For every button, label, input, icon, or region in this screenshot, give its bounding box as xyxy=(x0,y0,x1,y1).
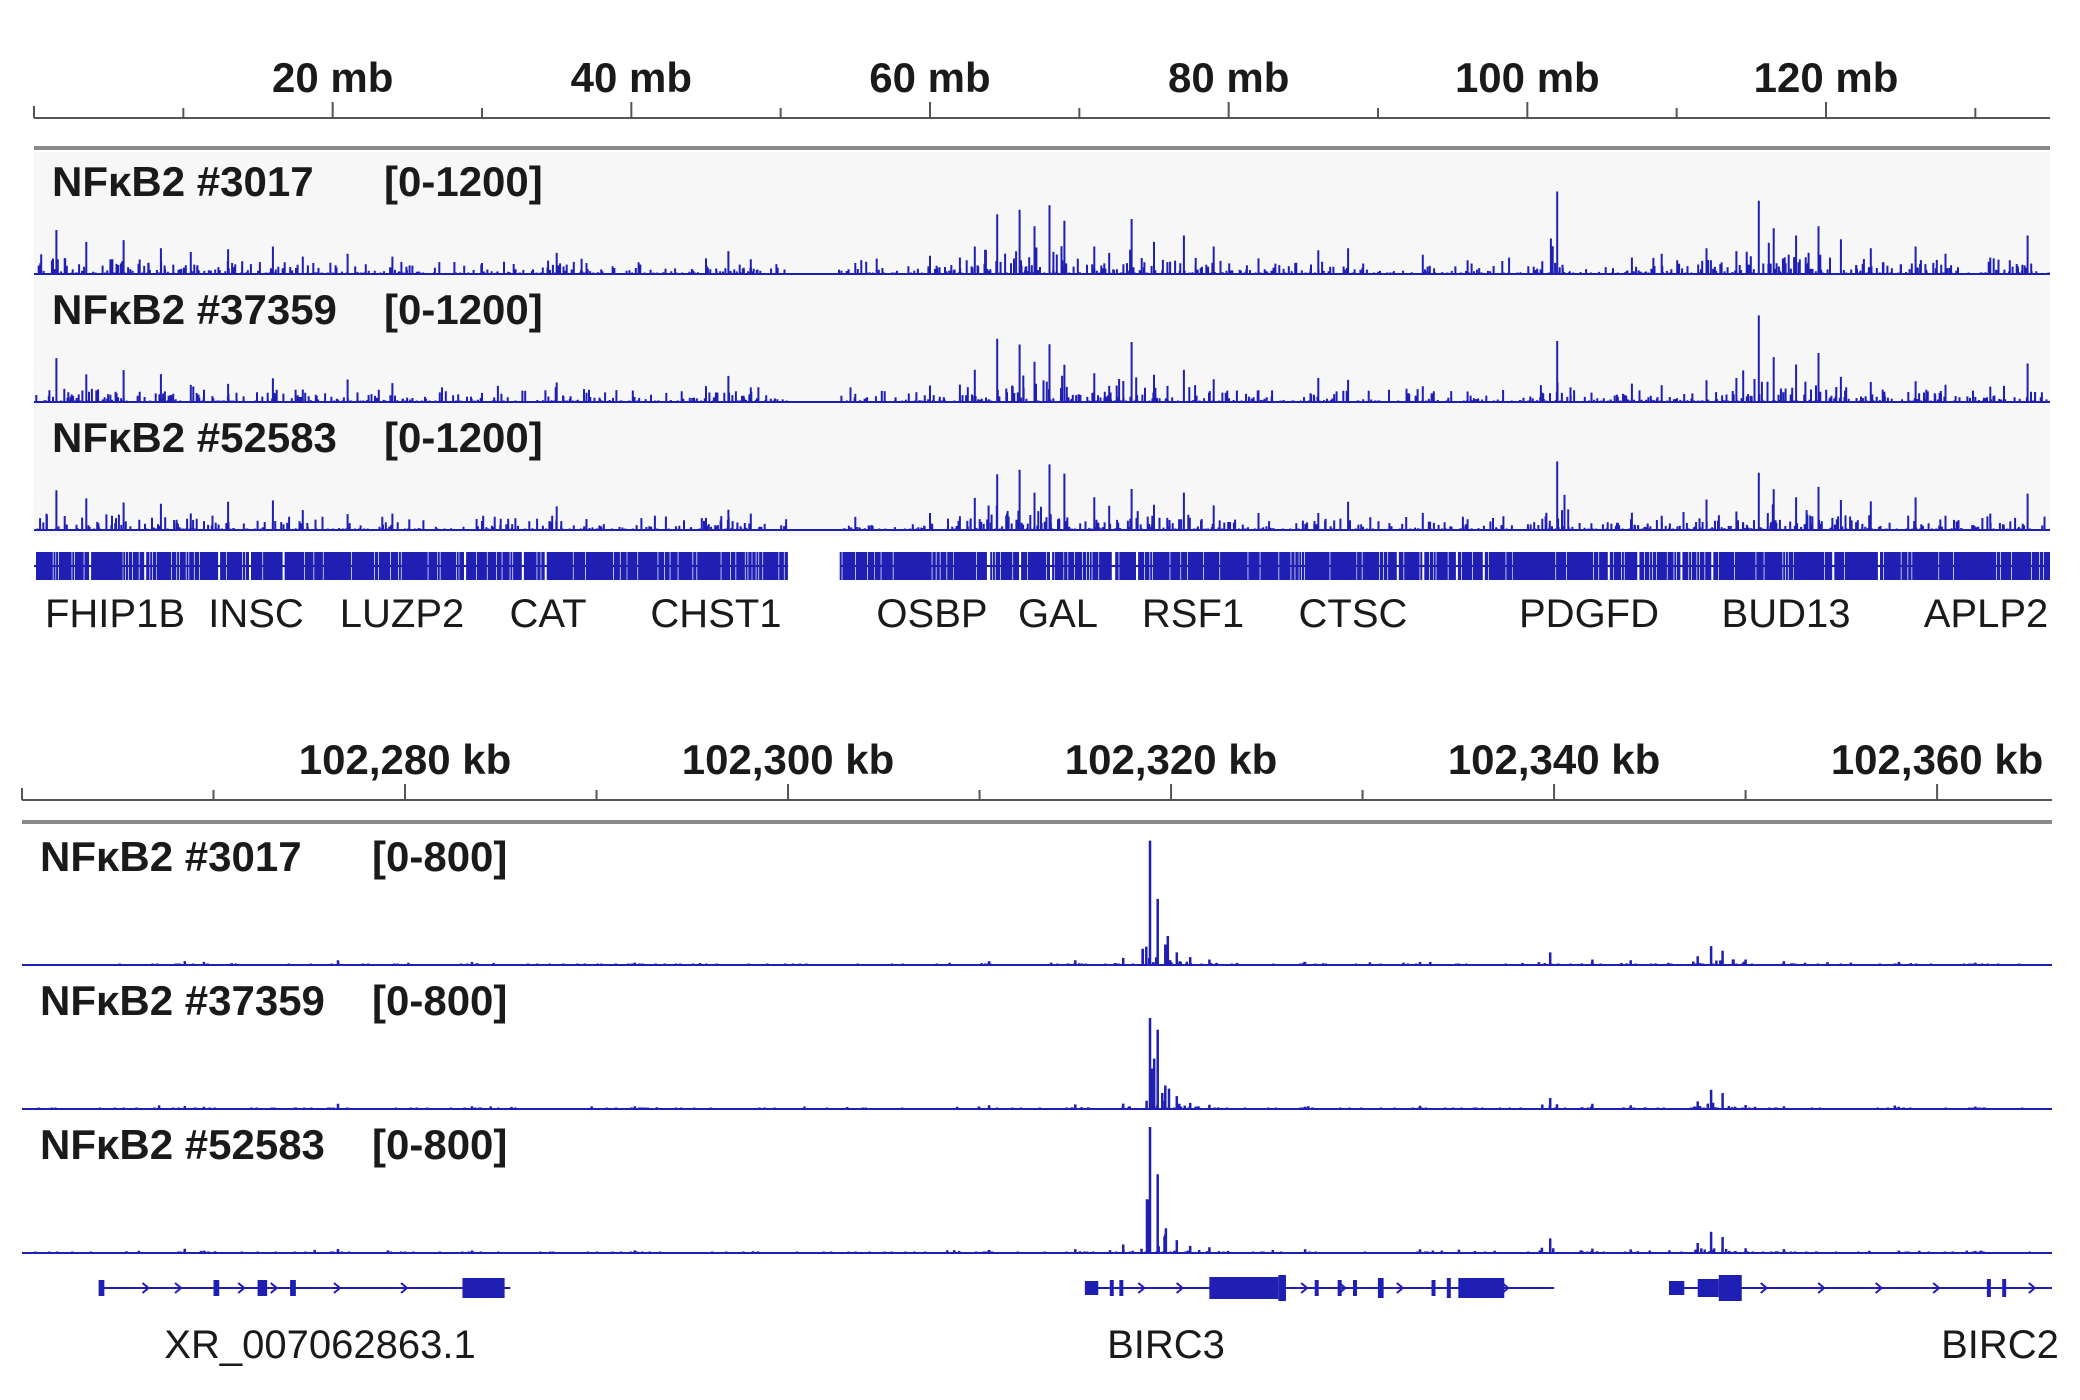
track-0 xyxy=(22,840,2052,966)
track-data-range: [0-1200] xyxy=(384,286,543,333)
gene-label: BUD13 xyxy=(1722,592,1851,636)
gene-label: GAL xyxy=(1018,592,1098,636)
gene-label: CHST1 xyxy=(650,592,781,636)
exon xyxy=(213,1280,220,1296)
gene-label: INSC xyxy=(208,592,304,636)
gene-label: CAT xyxy=(509,592,586,636)
ruler-separator xyxy=(22,820,2052,824)
ruler-tick-label: 100 mb xyxy=(1455,54,1600,101)
track-0 xyxy=(34,152,2050,280)
exon xyxy=(1431,1280,1436,1296)
gene-label: XR_007062863.1 xyxy=(164,1323,475,1367)
gene-track xyxy=(34,552,2050,580)
exon xyxy=(1986,1279,1991,1297)
exon xyxy=(1697,1279,1719,1297)
ruler-tick-label: 102,320 kb xyxy=(1065,736,1278,783)
track-name: NFκB2 #3017 xyxy=(52,158,314,205)
exon xyxy=(1458,1278,1505,1298)
track-background xyxy=(34,280,2050,408)
ruler-tick-label: 102,340 kb xyxy=(1448,736,1661,783)
track-background xyxy=(34,152,2050,280)
track-name: NFκB2 #3017 xyxy=(40,833,302,880)
gene-label: CTSC xyxy=(1299,592,1408,636)
track-data-range: [0-800] xyxy=(372,1121,507,1168)
gene-label: APLP2 xyxy=(1924,592,2049,636)
signal-bars xyxy=(118,840,2021,965)
gene-label: BIRC3 xyxy=(1107,1323,1225,1367)
exon xyxy=(1668,1281,1685,1295)
track-data-range: [0-800] xyxy=(372,977,507,1024)
signal-bars xyxy=(37,1018,2024,1109)
track-name: NFκB2 #52583 xyxy=(40,1121,325,1168)
signal-bars xyxy=(34,1127,2031,1253)
exon xyxy=(1314,1280,1319,1296)
ruler-tick-label: 80 mb xyxy=(1168,54,1289,101)
exon xyxy=(1209,1277,1279,1299)
track-2 xyxy=(22,1127,2052,1254)
panel-zoomed-locus xyxy=(21,784,2052,1301)
ruler-tick-label: 120 mb xyxy=(1754,54,1899,101)
exon xyxy=(1109,1280,1114,1296)
exon xyxy=(1278,1275,1286,1301)
track-data-range: [0-1200] xyxy=(384,158,543,205)
track-1 xyxy=(34,280,2050,408)
ruler-tick-label: 20 mb xyxy=(272,54,393,101)
panel-genome-wide xyxy=(33,102,2050,580)
exon xyxy=(1084,1281,1099,1295)
exon xyxy=(98,1280,105,1296)
gene-label: RSF1 xyxy=(1142,592,1244,636)
track-name: NFκB2 #37359 xyxy=(40,977,325,1024)
strand-arrows xyxy=(141,1282,2037,1294)
gene-features xyxy=(36,552,2050,580)
exon xyxy=(1119,1280,1124,1296)
gene-label: BIRC2 xyxy=(1941,1323,2059,1367)
ruler-tick-label: 40 mb xyxy=(571,54,692,101)
track-2 xyxy=(34,408,2050,536)
gene-label: LUZP2 xyxy=(340,592,465,636)
ruler-tick-label: 102,360 kb xyxy=(1831,736,2044,783)
signal-bars xyxy=(35,315,2048,402)
track-1 xyxy=(22,1018,2052,1110)
exon xyxy=(1446,1278,1451,1298)
track-name: NFκB2 #52583 xyxy=(52,414,337,461)
exon xyxy=(1352,1280,1357,1296)
track-data-range: [0-1200] xyxy=(384,414,543,461)
exon xyxy=(1337,1280,1342,1296)
gene-label: OSBP xyxy=(876,592,987,636)
gene-label: PDGFD xyxy=(1519,592,1659,636)
exon xyxy=(257,1280,268,1296)
track-name: NFκB2 #37359 xyxy=(52,286,337,333)
gene-label: FHIP1B xyxy=(45,592,185,636)
signal-bars xyxy=(37,191,2050,274)
exon xyxy=(462,1278,505,1298)
exon xyxy=(2002,1279,2007,1297)
track-data-range: [0-800] xyxy=(372,833,507,880)
ruler-tick-label: 102,280 kb xyxy=(299,736,512,783)
exon xyxy=(290,1280,296,1296)
ruler-tick-label: 102,300 kb xyxy=(682,736,895,783)
ruler-separator xyxy=(34,146,2050,150)
signal-bars xyxy=(36,461,2046,530)
exon xyxy=(1377,1278,1384,1298)
exon xyxy=(1718,1275,1742,1301)
ruler-tick-label: 60 mb xyxy=(869,54,990,101)
gene-track xyxy=(98,1275,2052,1301)
